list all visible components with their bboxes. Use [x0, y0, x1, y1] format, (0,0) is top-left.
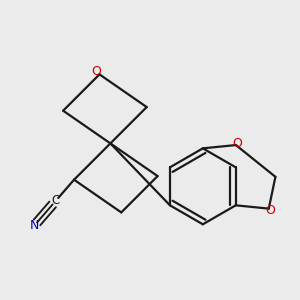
Text: O: O	[266, 204, 275, 217]
Text: O: O	[232, 137, 242, 150]
Text: O: O	[91, 64, 101, 78]
Text: N: N	[29, 219, 39, 232]
Text: C: C	[52, 194, 60, 207]
